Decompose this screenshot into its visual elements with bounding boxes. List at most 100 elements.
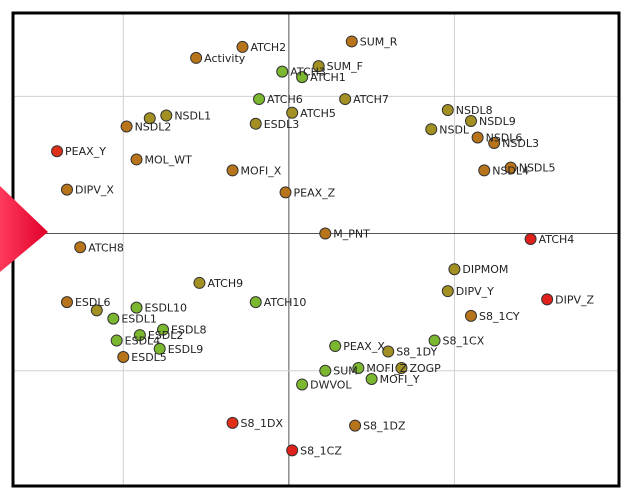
- point: [120, 120, 133, 133]
- point: [425, 123, 438, 136]
- point: [51, 145, 64, 158]
- point-label: S8_1DY: [396, 346, 437, 359]
- point-label: NSDL1: [174, 110, 211, 123]
- point-label: NSDL8: [456, 104, 493, 117]
- point: [319, 364, 332, 377]
- point-label: ZOGP: [409, 362, 441, 375]
- point-label: NSDL4: [492, 164, 529, 177]
- point-label: ATCH4: [539, 233, 575, 246]
- point-label: ESDL8: [171, 324, 207, 337]
- point: [226, 164, 239, 177]
- point: [319, 227, 332, 240]
- point-label: NSDL2: [135, 121, 172, 134]
- point: [478, 164, 491, 177]
- point: [464, 309, 477, 322]
- point-label: ATCH5: [300, 107, 336, 120]
- point-label: ESDL9: [168, 343, 204, 356]
- point: [296, 71, 309, 84]
- point-label: NSDL3: [502, 137, 539, 150]
- point: [504, 161, 517, 174]
- point: [133, 329, 146, 342]
- point-label: SUM_R: [360, 35, 398, 48]
- point: [448, 263, 461, 276]
- point-label: ATCH2: [250, 41, 286, 54]
- point: [541, 293, 554, 306]
- point: [441, 104, 454, 117]
- point: [471, 131, 484, 144]
- point: [153, 342, 166, 355]
- point-label: ESDL10: [145, 302, 188, 315]
- point-label: M_PNT: [333, 228, 370, 241]
- point-label: ATCH6: [267, 93, 303, 106]
- point-label: S8_1CX: [443, 335, 485, 348]
- point: [441, 285, 454, 298]
- point-label: MOFI_Y: [380, 373, 420, 386]
- point: [253, 93, 266, 106]
- point-label: S8_1DX: [241, 417, 284, 430]
- point: [130, 153, 143, 166]
- point-label: S8_1CZ: [300, 444, 342, 457]
- point: [107, 312, 120, 325]
- point-label: ATCH8: [88, 241, 124, 254]
- point-label: ATCH3: [290, 66, 326, 79]
- point-label: ESDL5: [131, 351, 167, 364]
- point-label: NSDL: [439, 123, 470, 136]
- point: [464, 115, 477, 128]
- point: [428, 334, 441, 347]
- point: [157, 323, 170, 336]
- point-label: S8_1DZ: [363, 420, 406, 433]
- point-label: PEAX_Z: [294, 186, 336, 199]
- point-label: ESDL3: [264, 118, 300, 131]
- point: [226, 416, 239, 429]
- point: [236, 40, 249, 53]
- point: [395, 362, 408, 374]
- point: [524, 233, 537, 246]
- point-label: ATCH10: [264, 296, 307, 309]
- point: [349, 419, 362, 432]
- point: [329, 340, 342, 353]
- point-label: DIPMOM: [462, 263, 508, 276]
- point: [345, 35, 358, 48]
- point-label: SUM_F: [327, 60, 363, 73]
- point-label: PEAX_Y: [65, 145, 106, 158]
- point-label: MOFI_X: [241, 164, 282, 177]
- point-label: ATCH1: [310, 71, 346, 84]
- point: [130, 301, 143, 314]
- point-label: DIPV_Z: [555, 293, 594, 306]
- point: [296, 378, 309, 391]
- point-label: PEAX_X: [343, 340, 385, 353]
- point-label: MOL_WT: [145, 153, 193, 166]
- point: [110, 334, 123, 347]
- point-label: ESDL4: [125, 335, 161, 348]
- point: [249, 117, 262, 130]
- point-label: ATCH7: [353, 93, 389, 106]
- point-label: ATCH9: [207, 277, 243, 290]
- point: [193, 276, 206, 289]
- point-label: ESDL2: [148, 329, 184, 342]
- point: [382, 345, 395, 358]
- point-label: ESDL1: [121, 313, 157, 326]
- point: [74, 241, 87, 254]
- pointer-arrow: [0, 186, 48, 272]
- point: [339, 93, 352, 106]
- point: [160, 109, 173, 122]
- point: [143, 112, 156, 125]
- point: [117, 351, 130, 364]
- point-label: NSDL5: [519, 162, 556, 175]
- point: [249, 296, 262, 309]
- point: [286, 444, 299, 457]
- point: [312, 60, 325, 73]
- point: [286, 106, 299, 119]
- point: [190, 51, 203, 64]
- point-label: MOFI_Z: [366, 362, 407, 375]
- point-label: NSDL6: [486, 131, 523, 144]
- point-label: ESDL6: [75, 296, 111, 309]
- point-label: NSDL9: [479, 115, 516, 128]
- point: [60, 296, 73, 309]
- point: [365, 372, 378, 385]
- point-label: SUM: [333, 365, 358, 378]
- point: [90, 304, 103, 317]
